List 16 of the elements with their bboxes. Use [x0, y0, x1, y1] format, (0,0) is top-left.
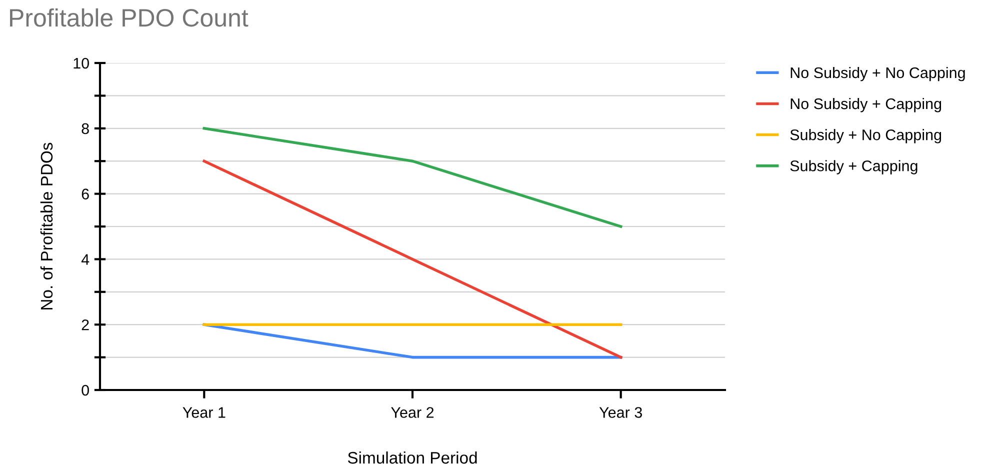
- legend-label: No Subsidy + No Capping: [790, 66, 965, 82]
- y-tick-label: 8: [82, 123, 89, 134]
- legend-label: Subsidy + Capping: [790, 160, 918, 174]
- y-tick-label: 10: [74, 58, 89, 69]
- chart-title: Profitable PDO Count: [10, 8, 248, 27]
- x-tick-label: Year 2: [391, 407, 434, 418]
- y-axis-title: No. of Profitable PDOs: [40, 142, 53, 310]
- y-tick-label: 0: [82, 384, 89, 396]
- x-tick-label: Year 3: [599, 407, 642, 418]
- y-tick-label: 2: [82, 319, 89, 330]
- x-tick-label: Year 1: [182, 407, 226, 418]
- y-tick-label: 6: [82, 188, 89, 200]
- y-tick-label: 4: [81, 254, 90, 265]
- legend-label: No Subsidy + Capping: [790, 98, 942, 112]
- legend-label: Subsidy + No Capping: [790, 129, 942, 144]
- x-axis-title: Simulation Period: [348, 451, 477, 464]
